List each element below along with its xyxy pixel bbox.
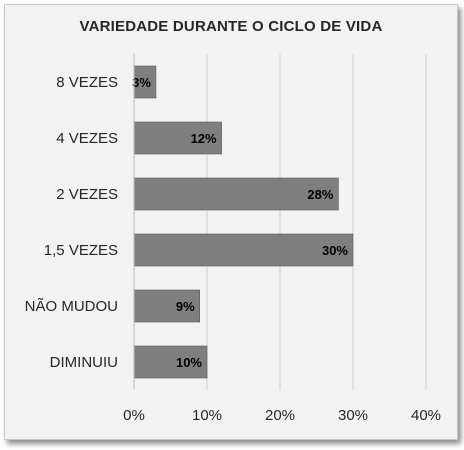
x-tick-label: 0% xyxy=(123,407,145,424)
x-tick-label: 20% xyxy=(265,407,295,424)
bar xyxy=(133,289,200,323)
category-label: 2 VEZES xyxy=(56,186,118,203)
category-label: DIMINUIU xyxy=(50,354,118,371)
x-tick-label: 30% xyxy=(338,407,368,424)
bar xyxy=(133,233,354,267)
bar xyxy=(133,345,208,379)
data-label: 10% xyxy=(176,355,202,370)
data-label: 3% xyxy=(132,75,151,90)
data-label: 28% xyxy=(307,187,333,202)
bar xyxy=(133,121,222,155)
data-label: 12% xyxy=(191,131,217,146)
x-tick-label: 10% xyxy=(192,407,222,424)
category-label: 4 VEZES xyxy=(56,130,118,147)
chart-title: VARIEDADE DURANTE O CICLO DE VIDA xyxy=(79,18,383,35)
data-label: 30% xyxy=(322,243,348,258)
x-tick-label: 40% xyxy=(411,407,441,424)
category-label: 8 VEZES xyxy=(56,74,118,91)
chart-panel: VARIEDADE DURANTE O CICLO DE VIDA xyxy=(4,4,458,440)
category-label: 1,5 VEZES xyxy=(44,242,118,259)
category-label: NÃO MUDOU xyxy=(25,298,118,315)
data-label: 9% xyxy=(176,299,195,314)
bar xyxy=(133,177,339,211)
